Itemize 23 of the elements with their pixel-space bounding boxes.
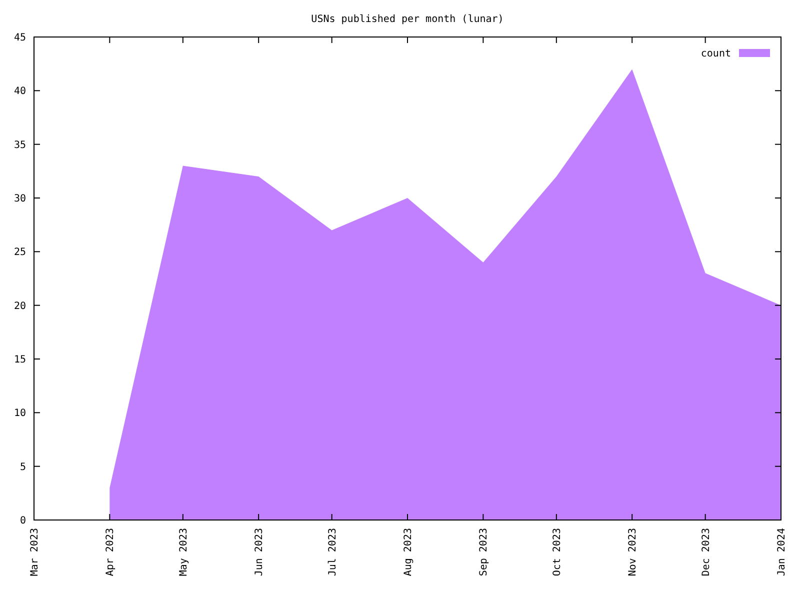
x-tick-label: Aug 2023	[403, 528, 414, 576]
x-tick-label: Jul 2023	[327, 528, 338, 576]
x-tick-label: Nov 2023	[628, 528, 639, 576]
y-tick-label: 45	[14, 32, 26, 44]
x-tick-label: Dec 2023	[700, 528, 712, 576]
x-tick-label: May 2023	[178, 528, 190, 576]
y-tick-label: 20	[14, 300, 26, 312]
y-tick-label: 5	[20, 462, 26, 473]
y-tick-label: 40	[14, 86, 26, 98]
y-tick-label: 10	[14, 408, 26, 420]
x-tick-label: Oct 2023	[552, 528, 563, 576]
legend-label: count	[700, 48, 731, 60]
y-tick-label: 30	[14, 194, 26, 204]
y-tick-label: 0	[20, 516, 26, 526]
chart-title: USNs published per month (lunar)	[311, 14, 504, 25]
x-tick-label: Jan 2024	[776, 528, 788, 576]
y-tick-label: 15	[14, 354, 26, 366]
x-tick-label: Sep 2023	[478, 528, 490, 576]
x-tick-label: Mar 2023	[30, 528, 40, 576]
y-tick-label: 25	[14, 247, 26, 258]
x-tick-label: Jun 2023	[254, 528, 266, 576]
y-tick-label: 35	[14, 140, 26, 151]
x-tick-label: Apr 2023	[105, 528, 116, 576]
